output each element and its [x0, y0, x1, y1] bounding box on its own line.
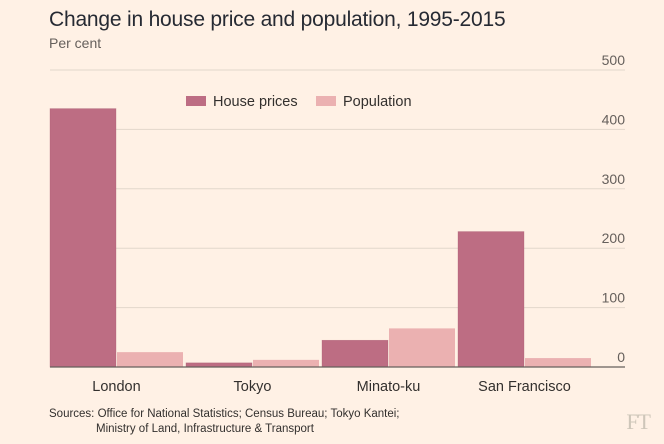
- bar-population: [389, 328, 455, 367]
- y-tick-label: 100: [602, 290, 626, 306]
- bar-population: [253, 359, 319, 367]
- x-tick-label: San Francisco: [478, 379, 571, 395]
- bar-population: [117, 352, 183, 367]
- legend-swatch: [316, 96, 336, 106]
- bar-house-prices: [321, 339, 389, 368]
- legend-label: Population: [343, 94, 412, 110]
- sources-line-2: Ministry of Land, Infrastructure & Trans…: [96, 423, 314, 435]
- legend-label: House prices: [213, 94, 298, 110]
- x-tick-label: London: [92, 379, 140, 395]
- x-tick-label: Tokyo: [234, 379, 272, 395]
- bar-house-prices: [457, 231, 525, 368]
- y-tick-label: 500: [602, 52, 626, 68]
- y-tick-label: 0: [617, 349, 625, 365]
- bar-chart: 0 100 200 300 400 500 London Tokyo Minato-ku San …: [49, 52, 626, 395]
- y-tick-label: 400: [602, 111, 626, 127]
- bar-house-prices: [185, 362, 253, 368]
- x-tick-label: Minato-ku: [357, 379, 421, 395]
- chart-subtitle: Per cent: [49, 35, 102, 51]
- legend-swatch: [186, 96, 206, 106]
- y-tick-label: 300: [602, 171, 626, 187]
- sources-note: Sources: Office for National Statistics;…: [49, 407, 400, 437]
- bar-population: [525, 358, 591, 367]
- ft-logo: FT: [626, 409, 651, 434]
- chart-title: Change in house price and population, 19…: [49, 8, 506, 31]
- y-tick-label: 200: [602, 230, 626, 246]
- sources-line-1: Sources: Office for National Statistics;…: [49, 408, 400, 420]
- bar-house-prices: [49, 108, 117, 368]
